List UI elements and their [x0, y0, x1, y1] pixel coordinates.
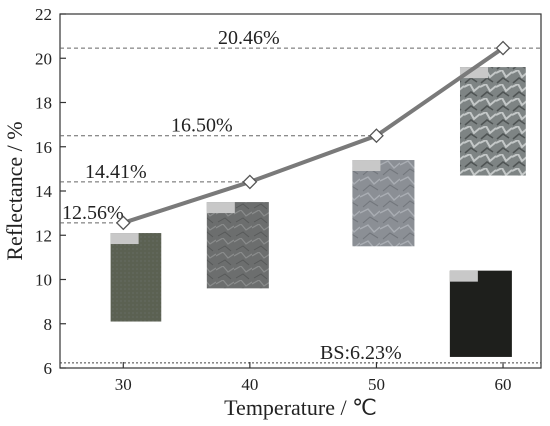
inset-image-dark-reference	[449, 270, 512, 357]
inset-surface	[449, 270, 512, 357]
x-ticks: 30 40 50 60	[115, 362, 512, 394]
inset-image-grey-crystalline	[206, 202, 269, 289]
x-tick-label: 60	[495, 375, 512, 394]
inset-image-light-crystalline	[352, 160, 415, 247]
baseline-label: BS:6.23%	[320, 342, 402, 364]
inset-scale-tab	[206, 202, 235, 214]
y-tick-label: 16	[35, 138, 52, 157]
reference-lines: 12.56% 14.41% 16.50% 20.46% BS:6.23%	[60, 27, 541, 364]
y-ticks: 6 8 10 12 14 16 18 20 22	[35, 5, 66, 378]
y-tick-label: 12	[35, 226, 52, 245]
series-line	[122, 46, 505, 225]
y-tick-label: 8	[44, 315, 53, 334]
inset-image-smooth-olive	[110, 233, 162, 322]
value-label: 16.50%	[171, 115, 233, 137]
inset-scale-tab	[449, 270, 478, 282]
inset-scale-tab	[110, 233, 139, 245]
x-axis-title: Temperature / ℃	[224, 395, 377, 420]
data-point	[369, 128, 384, 144]
y-axis-title: Reflectance / %	[2, 121, 27, 260]
y-tick-label: 18	[35, 94, 52, 113]
series-layer	[115, 40, 511, 231]
data-point	[495, 40, 511, 56]
inset-scale-tab	[352, 160, 381, 172]
y-tick-label: 22	[35, 5, 52, 24]
x-tick-label: 50	[368, 375, 385, 394]
y-tick-label: 10	[35, 271, 52, 290]
data-point	[115, 215, 131, 231]
inset-surface	[206, 202, 269, 289]
x-tick-label: 30	[115, 375, 132, 394]
y-tick-label: 14	[35, 182, 53, 201]
inset-image-coarse-metallic	[459, 67, 526, 176]
x-tick-label: 40	[241, 375, 258, 394]
inset-scale-tab	[459, 67, 488, 79]
inset-images	[110, 67, 526, 357]
inset-surface	[352, 160, 415, 247]
y-tick-label: 20	[35, 49, 52, 68]
inset-surface	[110, 233, 162, 322]
value-label: 14.41%	[85, 161, 147, 183]
plot-area: 12.56% 14.41% 16.50% 20.46% BS:6.23% 30 40 50 6…	[35, 5, 542, 394]
inset-surface	[459, 67, 526, 176]
value-label: 12.56%	[62, 202, 124, 224]
data-point	[242, 174, 258, 190]
value-label: 20.46%	[218, 27, 280, 49]
y-tick-label: 6	[44, 359, 53, 378]
